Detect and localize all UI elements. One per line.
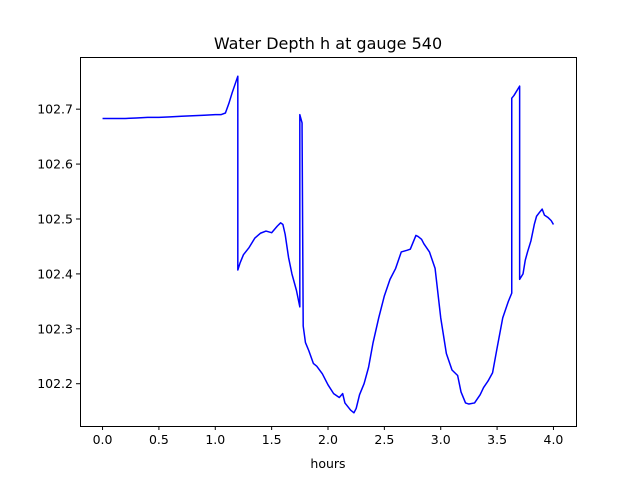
y-tick-label: 102.2	[37, 376, 73, 391]
x-tick-label: 2.0	[318, 432, 338, 447]
x-axis-ticks: 0.0 0.5 1.0 1.5 2.0 2.5 3.0 3.5 4.0	[93, 426, 564, 447]
x-tick-label: 1.0	[205, 432, 225, 447]
series-line-0	[102, 75, 555, 414]
x-tick-label: 3.5	[487, 432, 507, 447]
y-tick-label: 102.5	[37, 211, 73, 226]
y-tick-label: 102.4	[37, 266, 73, 281]
y-tick-label: 102.3	[37, 321, 73, 336]
chart-title: Water Depth h at gauge 540	[214, 34, 442, 53]
x-tick-label: 1.5	[262, 432, 282, 447]
x-tick-label: 3.0	[431, 432, 451, 447]
x-tick-label: 4.0	[544, 432, 564, 447]
x-tick-label: 0.0	[93, 432, 113, 447]
x-tick-label: 0.5	[149, 432, 169, 447]
plot-area	[102, 75, 555, 414]
x-axis-label: hours	[310, 456, 345, 471]
y-tick-label: 102.7	[37, 102, 73, 117]
x-tick-label: 2.5	[374, 432, 394, 447]
y-tick-label: 102.6	[37, 157, 73, 172]
y-axis-ticks: 102.2 102.3 102.4 102.5 102.6 102.7	[37, 102, 80, 391]
axes-frame	[80, 57, 577, 427]
